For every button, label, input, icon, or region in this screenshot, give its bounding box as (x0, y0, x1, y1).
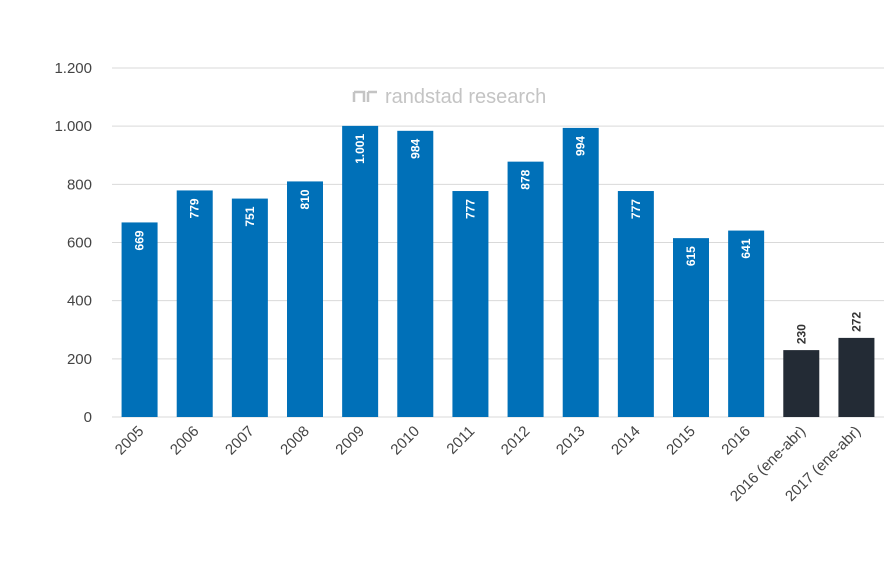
bar (617, 191, 654, 417)
y-tick-label: 1.000 (54, 118, 92, 135)
x-tick-label: 2007 (222, 423, 258, 459)
bar-value-label: 641 (739, 238, 753, 258)
bar (507, 161, 544, 417)
x-tick-label: 2005 (112, 423, 148, 459)
bar-value-label: 230 (794, 324, 808, 344)
bar-value-label: 669 (133, 230, 147, 250)
x-tick-label: 2011 (443, 423, 478, 458)
y-tick-label: 600 (67, 235, 92, 252)
watermark-text: randstad research (385, 86, 546, 108)
x-tick-label: 2009 (332, 423, 368, 459)
y-tick-label: 200 (67, 351, 92, 368)
bar (783, 350, 820, 417)
bar (121, 222, 158, 417)
y-tick-label: 400 (67, 293, 92, 310)
bar (728, 230, 765, 417)
bar-value-label: 272 (849, 312, 863, 332)
y-tick-label: 800 (67, 176, 92, 193)
bar-value-label: 751 (243, 206, 257, 226)
x-tick-label: 2012 (498, 423, 534, 459)
bar-value-label: 777 (463, 199, 477, 219)
bar-value-label: 615 (684, 246, 698, 266)
x-tick-label: 2006 (167, 423, 203, 459)
x-axis-ticks: 2005 2006 2007 2008 2009 2010 2011 2012 2013 2014… (112, 423, 864, 505)
watermark-logo: randstad research (352, 86, 546, 108)
bar (287, 181, 323, 417)
x-tick-label: 2013 (553, 423, 589, 459)
bar-value-label: 810 (298, 189, 312, 209)
randstad-logo-icon (352, 90, 377, 102)
y-tick-label: 1.200 (54, 60, 92, 77)
bar-value-label: 1.001 (353, 134, 367, 164)
bar (452, 191, 489, 417)
bar-value-label: 994 (574, 136, 588, 156)
bar (838, 337, 875, 417)
bars: 669 779 751 810 1.001 984 777 878 994 777 615 641 23… (121, 125, 875, 418)
bar-value-label: 878 (519, 169, 533, 189)
y-axis-ticks: 0 200 400 600 800 1.000 1.200 (54, 60, 92, 426)
bar (673, 238, 709, 417)
bar (397, 130, 434, 417)
bar (231, 198, 268, 417)
bar (562, 127, 599, 417)
bar-value-label: 777 (629, 199, 643, 219)
x-tick-label: 2016 (718, 423, 754, 459)
x-tick-label: 2014 (608, 423, 644, 459)
y-tick-label: 0 (84, 409, 92, 426)
x-tick-label: 2008 (277, 423, 313, 459)
bar (342, 125, 379, 418)
x-tick-label: 2010 (387, 423, 423, 459)
x-tick-label: 2015 (663, 423, 699, 459)
bar-value-label: 984 (408, 139, 422, 159)
bar-value-label: 779 (188, 198, 202, 218)
gridlines (112, 67, 884, 418)
bar (176, 190, 213, 417)
